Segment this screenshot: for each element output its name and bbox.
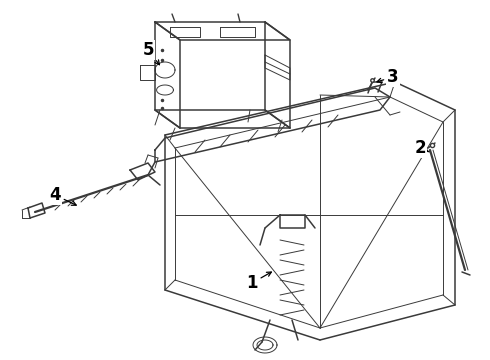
Text: 3: 3 [377, 68, 399, 86]
Text: 1: 1 [246, 272, 271, 292]
Text: 5: 5 [142, 41, 159, 65]
Text: 2: 2 [414, 139, 429, 157]
Text: 4: 4 [49, 186, 76, 205]
